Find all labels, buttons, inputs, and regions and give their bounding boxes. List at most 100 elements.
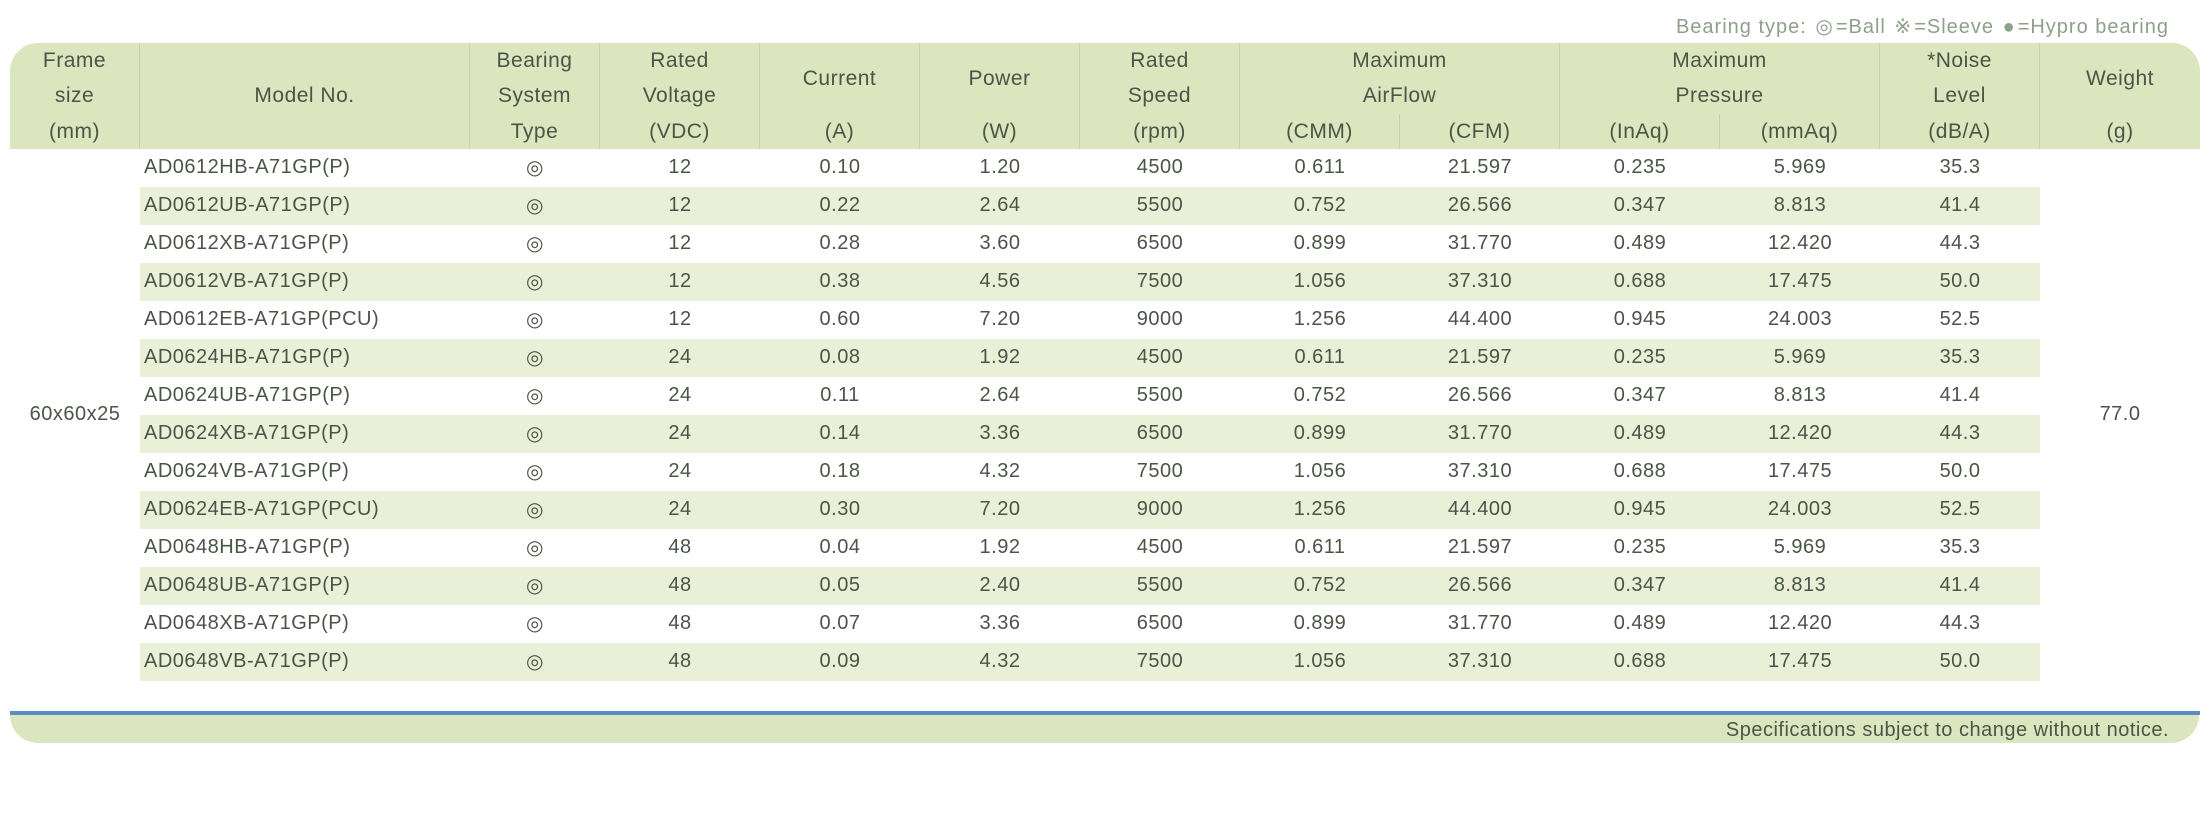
speed-cell: 7500 <box>1080 453 1240 491</box>
legend-sleeve: =Sleeve <box>1914 16 1994 38</box>
model-cell: AD0612HB-A71GP(P) <box>140 149 470 187</box>
speed-cell: 5500 <box>1080 567 1240 605</box>
speed-cell: 5500 <box>1080 187 1240 225</box>
voltage-cell: 12 <box>600 225 760 263</box>
hdr-weight-l2: (g) <box>2040 114 2200 149</box>
weight-cell: 77.0 <box>2040 149 2200 681</box>
hdr-airflow-l2: AirFlow <box>1240 78 1560 113</box>
mmaq-cell: 24.003 <box>1720 491 1880 529</box>
current-cell: 0.11 <box>760 377 920 415</box>
current-cell: 0.60 <box>760 301 920 339</box>
current-cell: 0.38 <box>760 263 920 301</box>
speed-cell: 6500 <box>1080 225 1240 263</box>
cfm-cell: 37.310 <box>1400 453 1560 491</box>
inaq-cell: 0.489 <box>1560 225 1720 263</box>
mmaq-cell: 17.475 <box>1720 263 1880 301</box>
cmm-cell: 0.611 <box>1240 149 1400 187</box>
model-cell: AD0648VB-A71GP(P) <box>140 643 470 681</box>
noise-cell: 52.5 <box>1880 491 2040 529</box>
cfm-cell: 31.770 <box>1400 605 1560 643</box>
hdr-frame-l3: (mm) <box>10 114 140 149</box>
model-cell: AD0624XB-A71GP(P) <box>140 415 470 453</box>
voltage-cell: 48 <box>600 529 760 567</box>
model-cell: AD0624HB-A71GP(P) <box>140 339 470 377</box>
hdr-airflow-l1: Maximum <box>1240 43 1560 78</box>
hdr-noise-l1: *Noise <box>1880 43 2040 78</box>
table-footer-bar: Specifications subject to change without… <box>10 715 2199 743</box>
legend-hypro: =Hypro bearing <box>2018 16 2169 38</box>
voltage-cell: 24 <box>600 453 760 491</box>
cfm-cell: 21.597 <box>1400 529 1560 567</box>
voltage-cell: 12 <box>600 263 760 301</box>
model-cell: AD0612EB-A71GP(PCU) <box>140 301 470 339</box>
noise-cell: 35.3 <box>1880 529 2040 567</box>
power-cell: 3.60 <box>920 225 1080 263</box>
inaq-cell: 0.347 <box>1560 377 1720 415</box>
cmm-cell: 0.899 <box>1240 415 1400 453</box>
hdr-weight-l1: Weight <box>2040 43 2200 114</box>
power-cell: 4.32 <box>920 453 1080 491</box>
current-cell: 0.28 <box>760 225 920 263</box>
current-cell: 0.10 <box>760 149 920 187</box>
cfm-cell: 37.310 <box>1400 643 1560 681</box>
bearing-cell: ◎ <box>470 605 600 643</box>
mmaq-cell: 12.420 <box>1720 415 1880 453</box>
cmm-cell: 0.899 <box>1240 605 1400 643</box>
model-cell: AD0624EB-A71GP(PCU) <box>140 491 470 529</box>
hdr-frame-l2: size <box>10 78 140 113</box>
hdr-pressure-mmaq: (mmAq) <box>1720 114 1880 149</box>
voltage-cell: 12 <box>600 187 760 225</box>
voltage-cell: 12 <box>600 301 760 339</box>
cmm-cell: 0.611 <box>1240 339 1400 377</box>
power-cell: 2.64 <box>920 187 1080 225</box>
current-cell: 0.04 <box>760 529 920 567</box>
noise-cell: 35.3 <box>1880 149 2040 187</box>
voltage-cell: 24 <box>600 339 760 377</box>
table-row: AD0612VB-A71GP(P)◎120.384.5675001.05637.… <box>10 263 2200 301</box>
voltage-cell: 24 <box>600 377 760 415</box>
power-cell: 4.32 <box>920 643 1080 681</box>
inaq-cell: 0.688 <box>1560 263 1720 301</box>
table-header: Frame Model No. Bearing Rated Current Po… <box>10 43 2200 149</box>
table-row: AD0648XB-A71GP(P)◎480.073.3665000.89931.… <box>10 605 2200 643</box>
mmaq-cell: 8.813 <box>1720 187 1880 225</box>
model-cell: AD0612UB-A71GP(P) <box>140 187 470 225</box>
noise-cell: 50.0 <box>1880 643 2040 681</box>
hdr-bearing-l3: Type <box>470 114 600 149</box>
noise-cell: 41.4 <box>1880 377 2040 415</box>
inaq-cell: 0.347 <box>1560 567 1720 605</box>
mmaq-cell: 12.420 <box>1720 605 1880 643</box>
cmm-cell: 1.056 <box>1240 263 1400 301</box>
table-row: AD0648HB-A71GP(P)◎480.041.9245000.61121.… <box>10 529 2200 567</box>
power-cell: 1.92 <box>920 339 1080 377</box>
table-row: AD0648UB-A71GP(P)◎480.052.4055000.75226.… <box>10 567 2200 605</box>
model-cell: AD0612VB-A71GP(P) <box>140 263 470 301</box>
voltage-cell: 12 <box>600 149 760 187</box>
noise-cell: 41.4 <box>1880 567 2040 605</box>
cmm-cell: 1.056 <box>1240 643 1400 681</box>
inaq-cell: 0.235 <box>1560 149 1720 187</box>
hdr-model: Model No. <box>140 43 470 149</box>
current-cell: 0.07 <box>760 605 920 643</box>
model-cell: AD0612XB-A71GP(P) <box>140 225 470 263</box>
table-row: AD0624EB-A71GP(PCU)◎240.307.2090001.2564… <box>10 491 2200 529</box>
cmm-cell: 0.611 <box>1240 529 1400 567</box>
bearing-cell: ◎ <box>470 377 600 415</box>
hdr-frame-l1: Frame <box>10 43 140 78</box>
table-row: AD0624XB-A71GP(P)◎240.143.3665000.89931.… <box>10 415 2200 453</box>
speed-cell: 7500 <box>1080 263 1240 301</box>
hdr-speed-l1: Rated <box>1080 43 1240 78</box>
voltage-cell: 24 <box>600 491 760 529</box>
speed-cell: 9000 <box>1080 301 1240 339</box>
cmm-cell: 1.256 <box>1240 491 1400 529</box>
power-cell: 2.64 <box>920 377 1080 415</box>
bearing-cell: ◎ <box>470 301 600 339</box>
model-cell: AD0648UB-A71GP(P) <box>140 567 470 605</box>
mmaq-cell: 8.813 <box>1720 377 1880 415</box>
hdr-voltage-l1: Rated <box>600 43 760 78</box>
hdr-current-l2: (A) <box>760 114 920 149</box>
speed-cell: 6500 <box>1080 415 1240 453</box>
power-cell: 3.36 <box>920 605 1080 643</box>
table-row: AD0648VB-A71GP(P)◎480.094.3275001.05637.… <box>10 643 2200 681</box>
cfm-cell: 26.566 <box>1400 187 1560 225</box>
